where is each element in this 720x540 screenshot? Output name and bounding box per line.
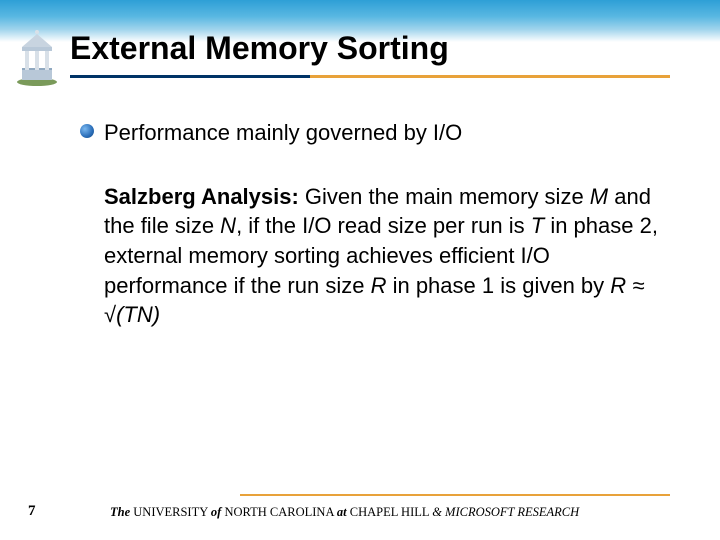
footer-line	[240, 494, 670, 496]
title-underline	[70, 75, 670, 78]
para-var-n: N	[220, 213, 236, 238]
para-var-m: M	[590, 184, 608, 209]
page-number: 7	[28, 503, 36, 520]
footer-f4: NORTH CAROLINA	[221, 505, 337, 519]
bullet-marker-icon	[80, 124, 94, 138]
para-t3: , if the I/O read size per run is	[236, 213, 531, 238]
para-var-r: R	[371, 273, 387, 298]
unc-well-logo	[8, 30, 66, 88]
footer-f2: UNIVERSITY	[130, 505, 211, 519]
body-paragraph: Salzberg Analysis: Given the main memory…	[104, 182, 670, 330]
footer-text: The UNIVERSITY of NORTH CAROLINA at CHAP…	[110, 505, 579, 520]
para-t5: in phase 1 is given by	[386, 273, 610, 298]
para-t1: Given the main memory size	[299, 184, 590, 209]
footer-f1: The	[110, 505, 130, 519]
bullet-item: Performance mainly governed by I/O	[80, 118, 670, 148]
para-bold-prefix: Salzberg Analysis:	[104, 184, 299, 209]
slide-title: External Memory Sorting	[70, 30, 690, 67]
para-var-t: T	[531, 213, 544, 238]
footer-f7: & MICROSOFT RESEARCH	[432, 505, 579, 519]
footer-f6: CHAPEL HILL	[347, 505, 433, 519]
footer-f5: at	[337, 505, 347, 519]
title-area: External Memory Sorting	[70, 30, 690, 78]
footer-f3: of	[211, 505, 221, 519]
content-area: Performance mainly governed by I/O Salzb…	[80, 118, 670, 330]
bullet-text: Performance mainly governed by I/O	[104, 118, 462, 148]
